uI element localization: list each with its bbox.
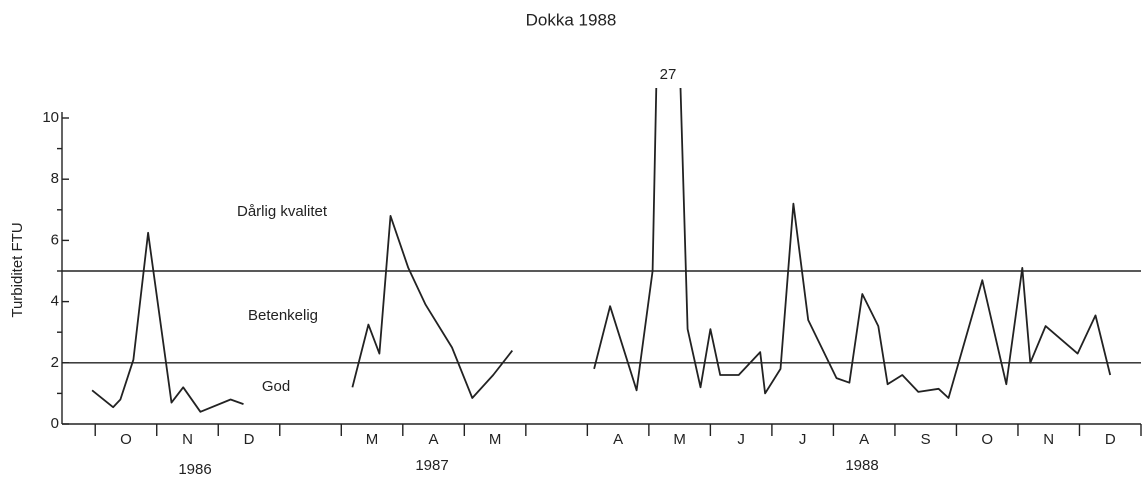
year-label: 1986 — [178, 461, 211, 478]
x-tick-label: O — [120, 431, 132, 448]
year-label: 1988 — [845, 457, 878, 474]
x-tick-label: M — [673, 431, 686, 448]
x-tick-label: M — [489, 431, 502, 448]
x-tick-label: S — [921, 431, 931, 448]
y-tick-label: 0 — [51, 415, 59, 432]
annotation: God — [262, 378, 290, 395]
x-tick-label: J — [799, 431, 807, 448]
x-tick-label: O — [981, 431, 993, 448]
x-tick-label: N — [1043, 431, 1054, 448]
y-tick-label: 8 — [51, 170, 59, 187]
year-label: 1987 — [415, 457, 448, 474]
plot-area — [91, 88, 1112, 413]
annotation: Betenkelig — [248, 307, 318, 324]
x-tick-label: D — [244, 431, 255, 448]
chart-title: Dokka 1988 — [526, 10, 617, 29]
x-tick-label: J — [737, 431, 745, 448]
y-axis-label: Turbiditet FTU — [9, 222, 26, 317]
annotation: 27 — [660, 66, 677, 83]
annotation: Dårlig kvalitet — [237, 203, 328, 220]
x-tick-label: D — [1105, 431, 1116, 448]
x-tick-label: A — [613, 431, 623, 448]
y-tick-label: 2 — [51, 354, 59, 371]
data-line — [91, 88, 1112, 413]
y-tick-label: 4 — [51, 293, 59, 310]
x-tick-label: A — [429, 431, 439, 448]
y-tick-label: 10 — [42, 109, 59, 126]
x-tick-label: M — [366, 431, 379, 448]
x-tick-label: A — [859, 431, 869, 448]
y-tick-label: 6 — [51, 231, 59, 248]
x-tick-label: N — [182, 431, 193, 448]
